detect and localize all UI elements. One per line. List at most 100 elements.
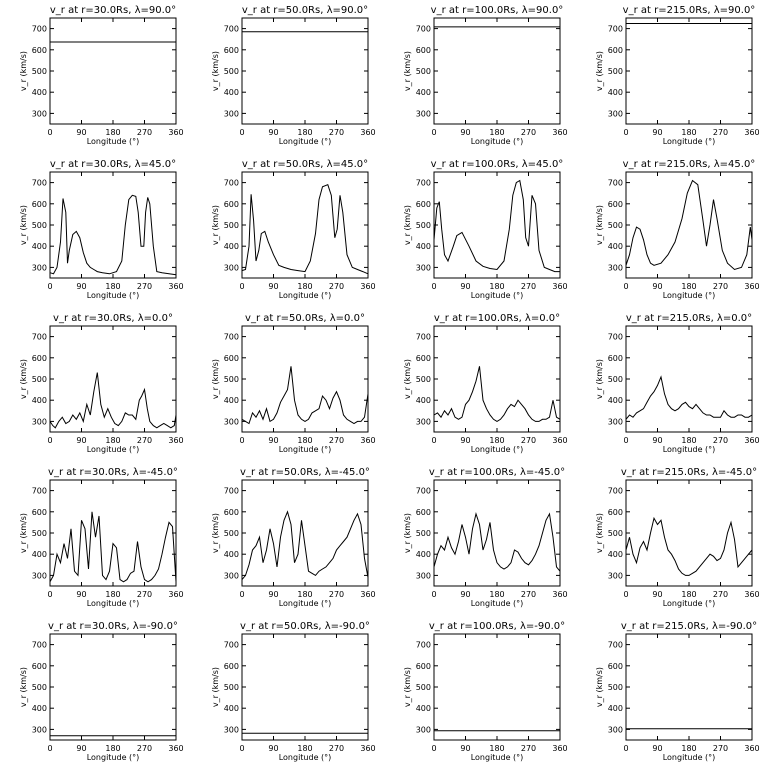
y-tick-label: 400 <box>608 396 623 405</box>
x-tick-label: 0 <box>431 436 436 445</box>
x-tick-label: 0 <box>431 128 436 137</box>
x-tick-label: 90 <box>268 282 278 291</box>
plot-frame <box>433 17 561 125</box>
panel-title: v_r at r=215.0Rs, λ=-90.0° <box>621 621 757 632</box>
x-axis-label: Longitude (°) <box>663 445 716 454</box>
y-tick-label: 500 <box>32 529 47 538</box>
plot-frame <box>49 633 177 741</box>
plot-frame <box>433 325 561 433</box>
y-tick-label: 400 <box>416 88 431 97</box>
y-axis-label: v_r (km/s) <box>595 513 604 553</box>
plot-frame <box>241 325 369 433</box>
x-tick-label: 0 <box>623 436 628 445</box>
x-tick-label: 0 <box>623 744 628 753</box>
x-tick-label: 360 <box>360 282 375 291</box>
plot-frame <box>625 633 753 741</box>
x-tick-label: 180 <box>681 744 696 753</box>
y-tick-label: 300 <box>32 263 47 272</box>
y-tick-label: 500 <box>224 529 239 538</box>
panel-r215_0-latm45_0: v_r at r=215.0Rs, λ=-45.0° 0 90 180 270 360 30… <box>595 467 760 608</box>
y-axis-label: v_r (km/s) <box>211 667 220 707</box>
x-tick-label: 90 <box>76 436 86 445</box>
x-tick-label: 0 <box>47 744 52 753</box>
x-tick-label: 360 <box>744 590 759 599</box>
plot-frame <box>49 17 177 125</box>
x-tick-label: 90 <box>460 128 470 137</box>
x-tick-label: 0 <box>47 436 52 445</box>
y-tick-label: 300 <box>608 725 623 734</box>
series-line <box>433 366 561 422</box>
x-axis-label: Longitude (°) <box>471 445 524 454</box>
y-tick-label: 600 <box>224 46 239 55</box>
y-tick-label: 400 <box>416 242 431 251</box>
x-tick-label: 90 <box>268 590 278 599</box>
x-tick-label: 0 <box>47 590 52 599</box>
y-tick-label: 300 <box>608 571 623 580</box>
x-tick-label: 270 <box>713 744 728 753</box>
x-tick-label: 90 <box>460 590 470 599</box>
panel-r50_0-latm45_0: v_r at r=50.0Rs, λ=-45.0° 0 90 180 270 360 300… <box>211 467 376 608</box>
series-line <box>49 372 177 429</box>
y-tick-label: 400 <box>608 88 623 97</box>
plot-frame <box>49 479 177 587</box>
y-tick-label: 500 <box>416 683 431 692</box>
y-tick-label: 400 <box>224 550 239 559</box>
plot-frame <box>49 325 177 433</box>
x-tick-label: 180 <box>105 744 120 753</box>
series-line <box>241 366 369 425</box>
x-tick-label: 270 <box>521 744 536 753</box>
y-tick-label: 300 <box>224 417 239 426</box>
y-tick-label: 400 <box>32 242 47 251</box>
y-tick-label: 600 <box>416 200 431 209</box>
x-tick-label: 270 <box>521 282 536 291</box>
y-tick-label: 400 <box>32 550 47 559</box>
panel-title: v_r at r=215.0Rs, λ=90.0° <box>623 5 756 16</box>
panel-r215_0-lat45_0: v_r at r=215.0Rs, λ=45.0° 0 90 180 270 360 300… <box>595 159 760 300</box>
y-axis-label: v_r (km/s) <box>211 51 220 91</box>
y-axis-label: v_r (km/s) <box>19 667 28 707</box>
y-tick-label: 700 <box>224 333 239 342</box>
panel-r50_0-lat0_0: v_r at r=50.0Rs, λ=0.0° 0 90 180 270 360 300 40… <box>211 313 376 454</box>
panel-title: v_r at r=30.0Rs, λ=45.0° <box>50 159 176 170</box>
panel-title: v_r at r=30.0Rs, λ=-45.0° <box>48 467 178 478</box>
y-tick-label: 600 <box>608 200 623 209</box>
x-tick-label: 360 <box>360 436 375 445</box>
x-tick-label: 360 <box>168 128 183 137</box>
x-tick-label: 180 <box>105 282 120 291</box>
y-axis-label: v_r (km/s) <box>19 205 28 245</box>
y-tick-label: 700 <box>224 25 239 34</box>
y-axis-label: v_r (km/s) <box>403 205 412 245</box>
y-tick-label: 300 <box>416 417 431 426</box>
y-tick-label: 600 <box>224 662 239 671</box>
y-tick-label: 700 <box>608 179 623 188</box>
x-tick-label: 270 <box>713 436 728 445</box>
y-tick-label: 300 <box>32 417 47 426</box>
x-tick-label: 180 <box>105 128 120 137</box>
x-tick-label: 0 <box>239 436 244 445</box>
panel-r30_0-lat0_0: v_r at r=30.0Rs, λ=0.0° 0 90 180 270 360 300 40… <box>19 313 184 454</box>
x-tick-label: 270 <box>521 590 536 599</box>
panel-title: v_r at r=215.0Rs, λ=0.0° <box>626 313 752 324</box>
y-tick-label: 400 <box>32 704 47 713</box>
y-tick-label: 400 <box>224 242 239 251</box>
y-tick-label: 700 <box>32 641 47 650</box>
y-tick-label: 500 <box>416 221 431 230</box>
x-tick-label: 180 <box>297 128 312 137</box>
y-tick-label: 300 <box>224 263 239 272</box>
plot-frame <box>433 479 561 587</box>
y-tick-label: 700 <box>416 333 431 342</box>
y-axis-label: v_r (km/s) <box>19 51 28 91</box>
y-axis-label: v_r (km/s) <box>211 513 220 553</box>
y-tick-label: 300 <box>224 725 239 734</box>
panel-r30_0-latm90_0: v_r at r=30.0Rs, λ=-90.0° 0 90 180 270 360 300… <box>19 621 184 762</box>
y-tick-label: 300 <box>416 263 431 272</box>
y-tick-label: 600 <box>608 46 623 55</box>
x-tick-label: 90 <box>268 744 278 753</box>
x-tick-label: 270 <box>521 436 536 445</box>
x-tick-label: 270 <box>137 744 152 753</box>
series-line <box>433 179 560 273</box>
x-tick-label: 360 <box>552 590 567 599</box>
y-tick-label: 600 <box>608 662 623 671</box>
y-tick-label: 500 <box>608 375 623 384</box>
x-tick-label: 90 <box>268 128 278 137</box>
